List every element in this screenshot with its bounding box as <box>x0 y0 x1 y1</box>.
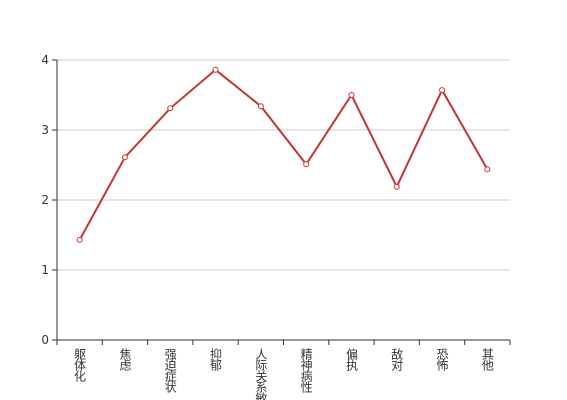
point <box>393 183 400 190</box>
y-tick-label: 1 <box>41 263 49 277</box>
point <box>303 161 310 168</box>
point <box>76 236 83 243</box>
point <box>257 103 264 110</box>
y-tick-label: 2 <box>41 193 49 207</box>
y-tick-label: 3 <box>41 123 49 137</box>
y-tick-label: 0 <box>41 333 49 347</box>
x-tick-label: 抑郁 <box>209 347 223 372</box>
y-tick-label: 4 <box>41 53 49 67</box>
point <box>484 166 491 173</box>
x-tick-label: 焦虑 <box>118 348 132 371</box>
point <box>121 154 128 161</box>
x-tick-label: 恐怖 <box>435 348 449 371</box>
point <box>212 66 219 73</box>
x-tick-label: 躯体化 <box>73 347 87 383</box>
x-tick-label: 人际关系敏感 <box>254 348 268 400</box>
point <box>348 92 355 98</box>
x-tick-label: 强迫症状 <box>163 348 177 393</box>
x-tick-label: 其他 <box>480 348 494 371</box>
x-tick-label: 敌对 <box>390 347 404 371</box>
x-tick-label: 精神病性 <box>299 348 313 394</box>
line <box>78 68 489 241</box>
point <box>439 87 446 94</box>
point <box>167 105 174 112</box>
x-tick-label: 偏执 <box>344 347 358 372</box>
